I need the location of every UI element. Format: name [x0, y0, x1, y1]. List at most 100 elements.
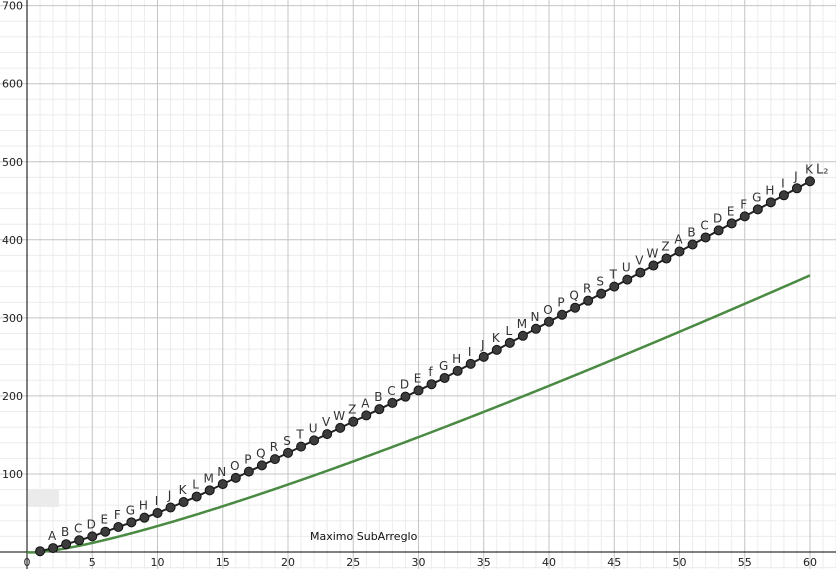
data-point[interactable]	[139, 512, 150, 523]
point-label: V	[635, 254, 644, 268]
point-label: K	[805, 162, 814, 176]
data-point[interactable]	[126, 517, 137, 528]
data-point[interactable]	[557, 309, 568, 320]
data-point[interactable]	[596, 288, 607, 299]
data-point[interactable]	[661, 253, 672, 264]
data-point[interactable]	[335, 422, 346, 433]
data-point[interactable]	[191, 491, 202, 502]
point-label: E	[101, 513, 109, 527]
data-point[interactable]	[48, 543, 59, 554]
data-point[interactable]	[439, 372, 450, 383]
function-curve[interactable]	[26, 274, 811, 554]
data-point[interactable]	[491, 344, 502, 355]
point-label: I	[781, 176, 785, 190]
data-point[interactable]	[296, 441, 307, 452]
data-point[interactable]	[570, 302, 581, 313]
point-label: N	[530, 310, 539, 324]
data-point[interactable]	[517, 330, 528, 341]
data-point[interactable]	[204, 485, 215, 496]
data-point[interactable]	[687, 239, 698, 250]
data-point[interactable]	[387, 397, 398, 408]
data-point[interactable]	[622, 274, 633, 285]
label-box	[28, 489, 59, 507]
data-point[interactable]	[322, 429, 333, 440]
data-point[interactable]	[648, 260, 659, 271]
data-point[interactable]	[400, 391, 411, 402]
data-point[interactable]	[713, 225, 724, 236]
point-label: N	[217, 465, 226, 479]
point-label: Z	[661, 240, 669, 254]
x-tick-label: 35	[477, 556, 491, 569]
point-label: I	[155, 494, 159, 508]
data-point[interactable]	[765, 197, 776, 208]
data-point[interactable]	[348, 416, 359, 427]
data-point[interactable]	[35, 546, 46, 557]
data-point[interactable]	[700, 232, 711, 243]
y-tick-label: 200	[2, 390, 23, 403]
point-label: L	[506, 324, 513, 338]
data-point[interactable]	[256, 460, 267, 471]
data-point[interactable]	[752, 204, 763, 215]
data-point[interactable]	[309, 435, 320, 446]
y-tick-label: 100	[2, 468, 23, 481]
data-point[interactable]	[152, 507, 163, 518]
point-label: J	[793, 169, 798, 183]
point-label: R	[270, 440, 278, 454]
data-point[interactable]	[778, 190, 789, 201]
point-label: V	[322, 415, 331, 429]
data-point[interactable]	[87, 531, 98, 542]
data-point[interactable]	[530, 323, 541, 334]
data-point[interactable]	[283, 447, 293, 458]
x-tick-label: 30	[412, 556, 426, 569]
x-tick-labels: 0 5 10 15 20 25 30 35 40 45 50 55 60	[24, 556, 818, 569]
x-tick-label: 10	[151, 556, 165, 569]
data-point[interactable]	[739, 211, 750, 222]
data-point[interactable]	[504, 337, 515, 348]
point-label: F	[740, 197, 747, 211]
point-label: D	[713, 211, 722, 225]
data-point[interactable]	[374, 404, 385, 415]
data-point[interactable]	[635, 267, 646, 278]
data-point[interactable]	[609, 281, 620, 292]
data-point[interactable]	[413, 385, 424, 396]
y-tick-label: 600	[2, 78, 23, 91]
point-label: F	[114, 508, 121, 522]
point-label: E	[414, 371, 422, 385]
data-point[interactable]	[791, 183, 802, 194]
data-point[interactable]	[452, 365, 463, 376]
series-label-l2: L₂	[816, 162, 828, 177]
point-label: J	[480, 338, 485, 352]
data-point[interactable]	[426, 379, 437, 390]
data-point[interactable]	[269, 454, 280, 465]
point-label: M	[204, 471, 214, 485]
point-label: O	[230, 459, 239, 473]
point-label: H	[452, 352, 461, 366]
data-point[interactable]	[230, 472, 241, 483]
data-point[interactable]	[100, 526, 111, 537]
x-tick-label: 55	[738, 556, 752, 569]
data-point[interactable]	[178, 497, 189, 508]
list-points[interactable]	[35, 176, 815, 557]
data-point[interactable]	[113, 522, 124, 533]
data-point[interactable]	[361, 410, 372, 421]
data-point[interactable]	[243, 466, 254, 477]
point-label: U	[622, 261, 631, 275]
data-point[interactable]	[74, 535, 85, 546]
data-point[interactable]	[674, 246, 685, 257]
data-point[interactable]	[805, 176, 815, 187]
data-point[interactable]	[478, 351, 489, 362]
data-point[interactable]	[544, 316, 554, 327]
y-tick-labels: 100 200 300 400 500 600 700	[2, 0, 23, 481]
point-label: K	[179, 483, 188, 497]
data-point[interactable]	[165, 502, 176, 513]
point-label: C	[387, 384, 395, 398]
data-point[interactable]	[726, 218, 737, 229]
data-point[interactable]	[61, 539, 72, 550]
data-point[interactable]	[583, 295, 594, 306]
x-tick-label: 40	[542, 556, 556, 569]
data-point[interactable]	[217, 479, 228, 490]
data-point[interactable]	[465, 358, 476, 369]
